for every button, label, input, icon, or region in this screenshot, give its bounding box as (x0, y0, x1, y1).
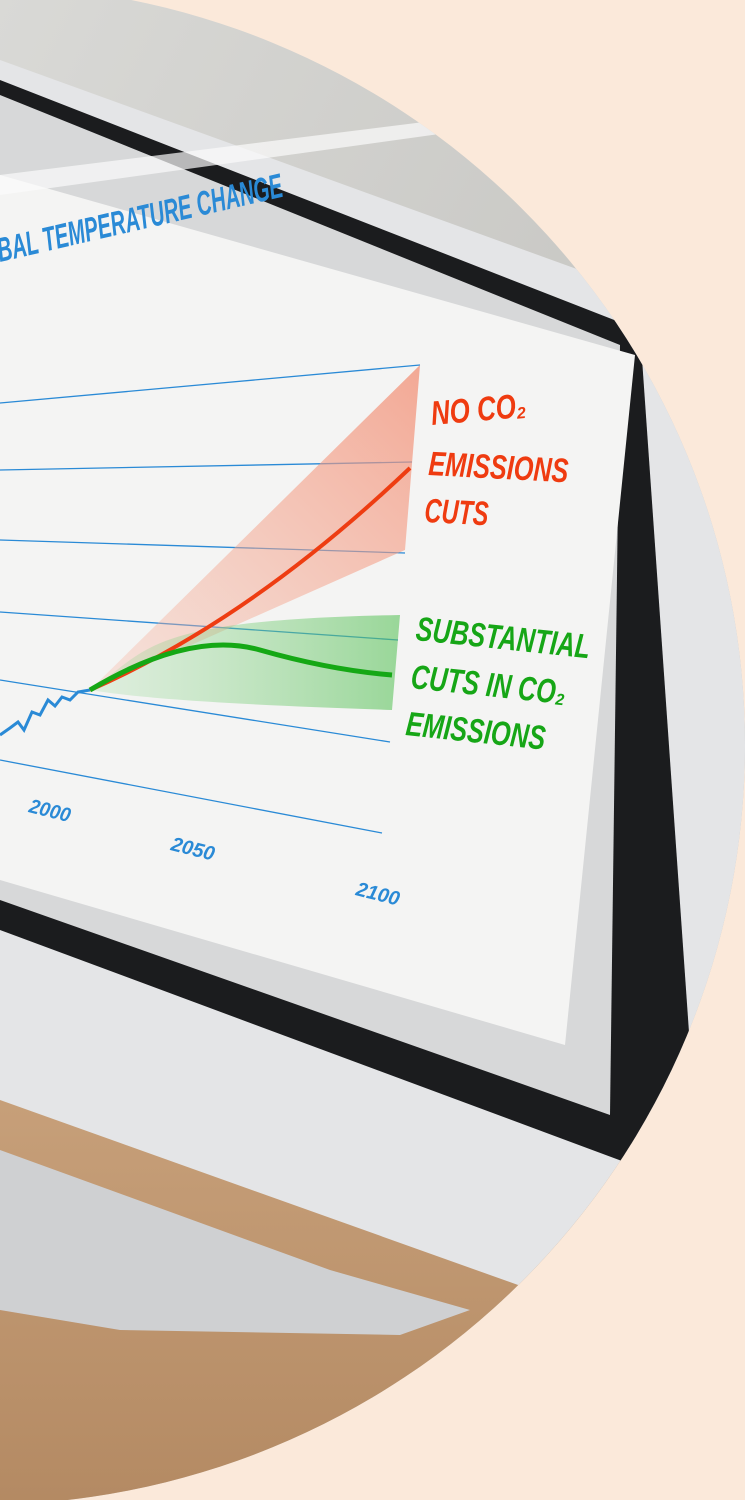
green-line (88, 642, 393, 693)
grid-line (0, 679, 391, 743)
monitor-stand (0, 1150, 470, 1335)
red-band (90, 365, 420, 690)
grid-line (0, 364, 421, 404)
grid-line (0, 759, 383, 834)
annotation-line: EMISSIONS (428, 445, 570, 490)
annotation-red: NO CO₂ EMISSIONS CUTS (424, 387, 570, 534)
slide-header (0, 110, 540, 195)
annotation-line: NO CO₂ (429, 387, 527, 433)
history-line (0, 688, 91, 737)
green-band (90, 615, 400, 710)
annotation-line: CUTS (424, 492, 490, 533)
slide (0, 175, 635, 1045)
